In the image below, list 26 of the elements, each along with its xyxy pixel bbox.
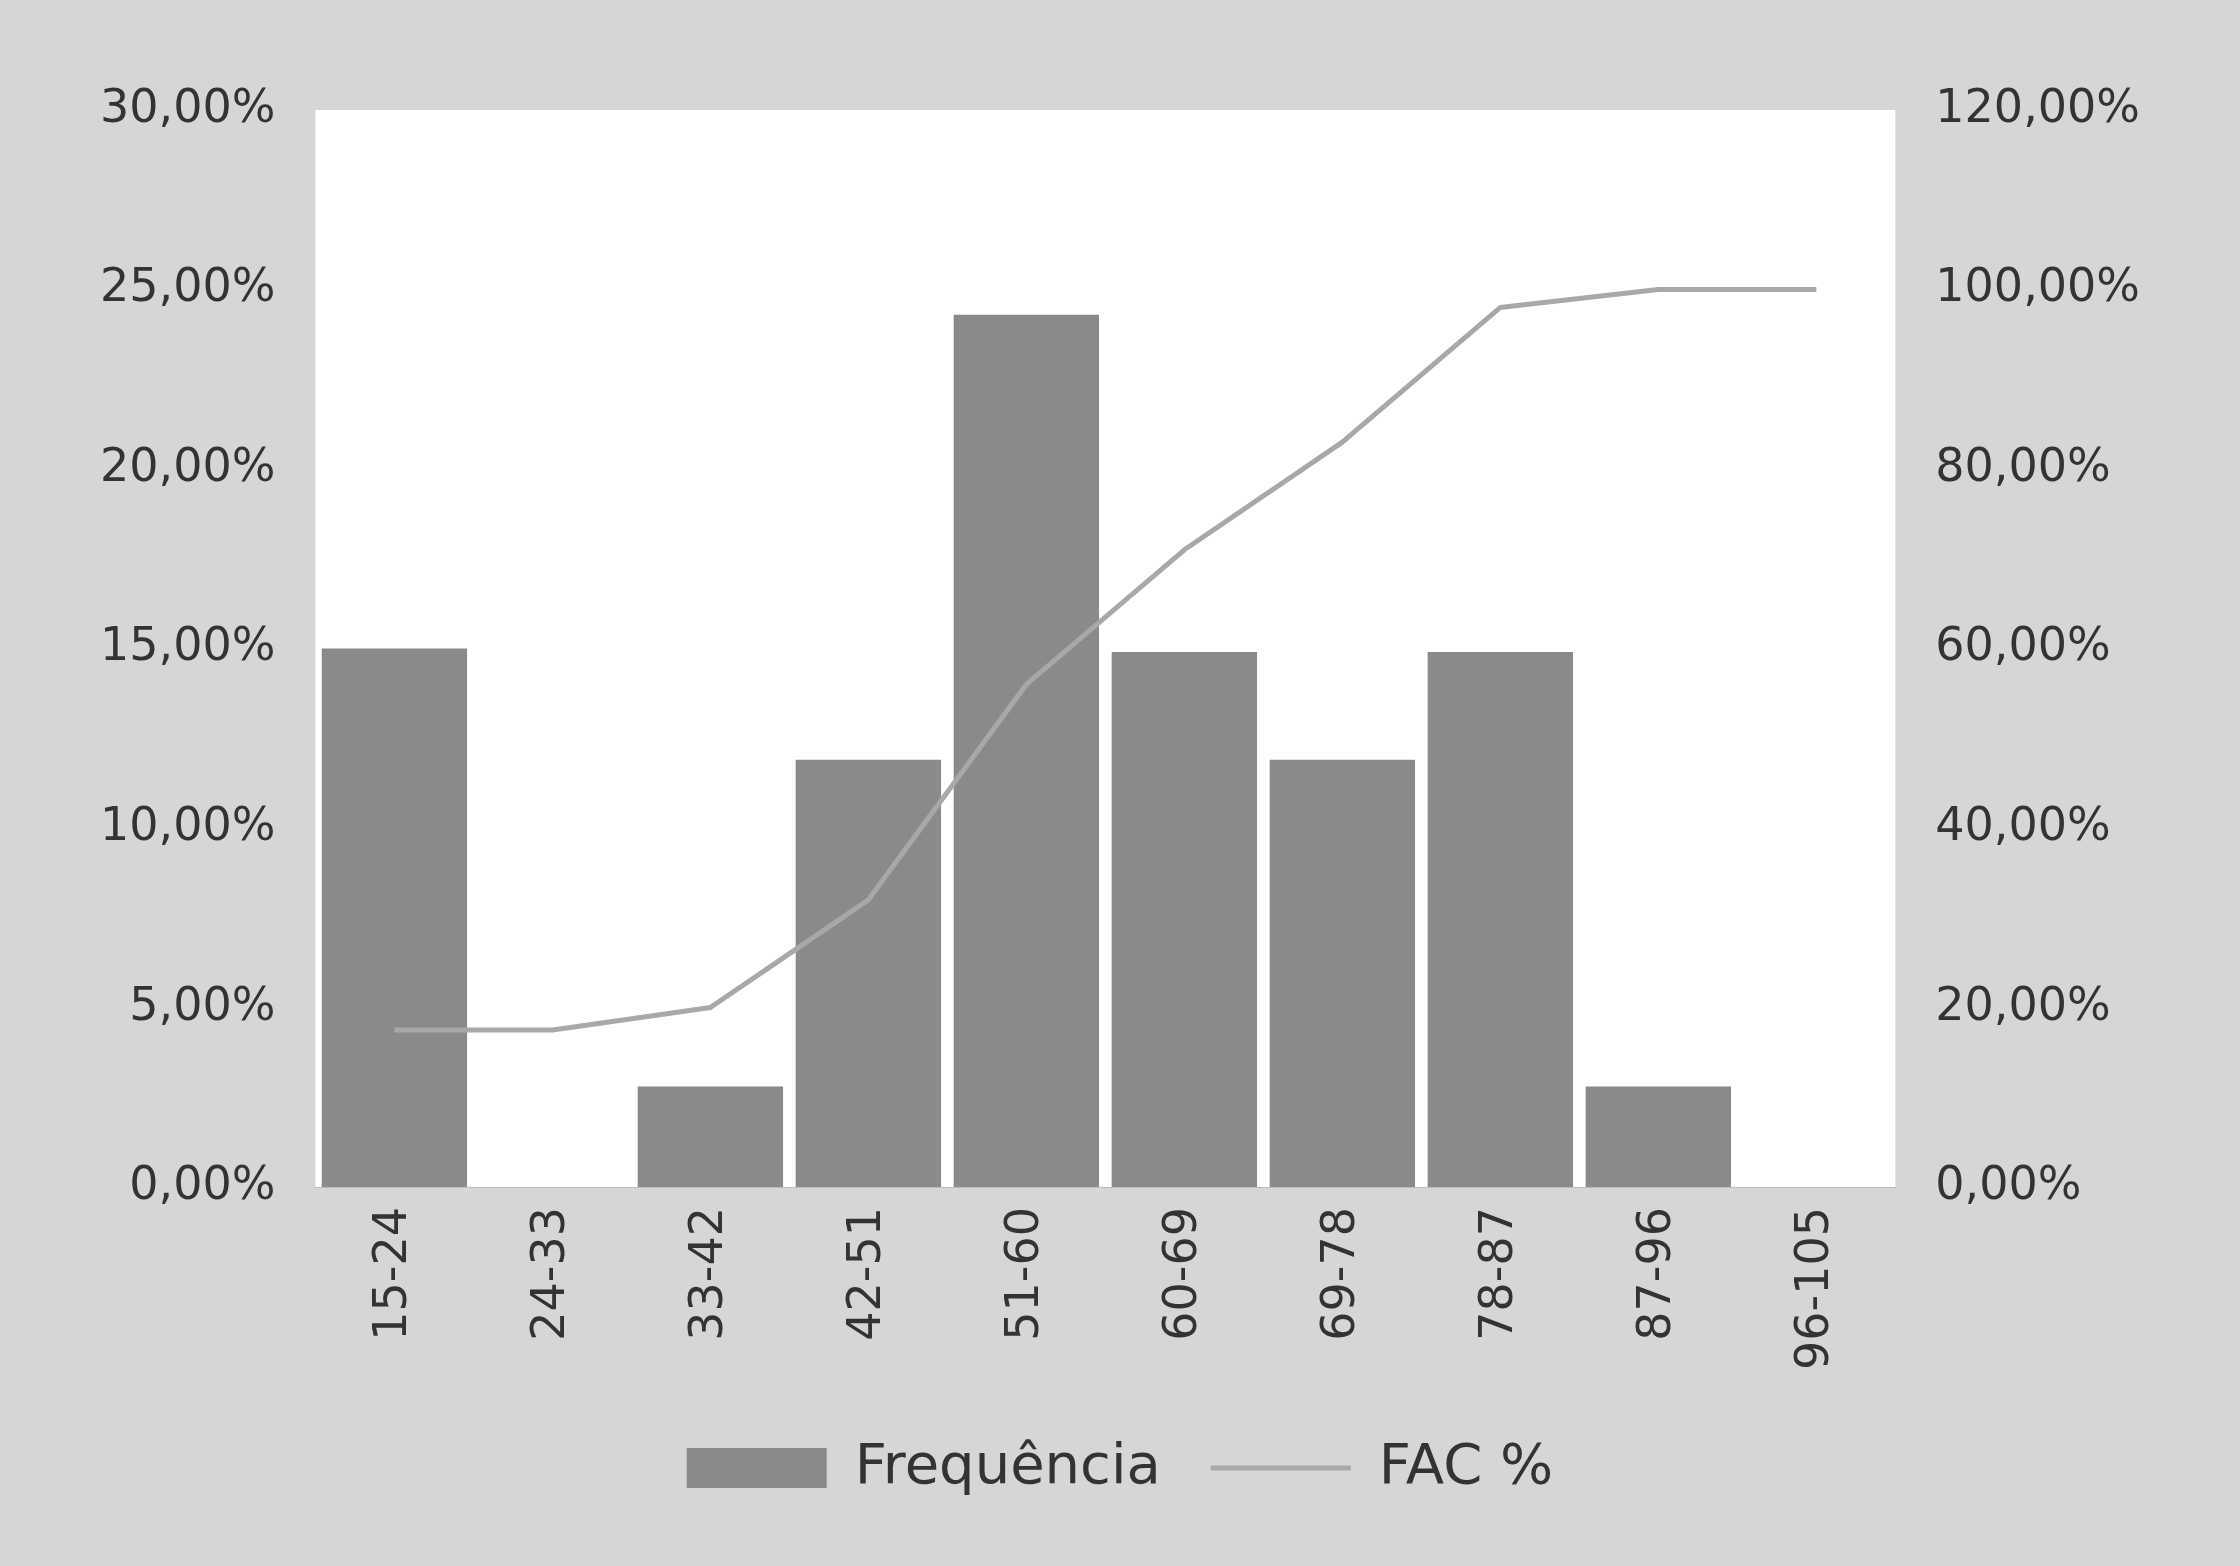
y-tick-label: 5,00%	[129, 976, 276, 1031]
y-tick-label: 20,00%	[99, 437, 276, 492]
x-tick-label: 60-69	[1153, 1207, 1208, 1341]
y2-tick-label: 120,00%	[1935, 78, 2141, 133]
x-tick-label: 24-33	[521, 1207, 576, 1341]
y-tick-label: 0,00%	[129, 1156, 276, 1211]
y2-tick-label: 100,00%	[1935, 258, 2141, 313]
y-tick-label: 15,00%	[99, 617, 276, 672]
legend-label: FAC %	[1378, 1430, 1554, 1496]
y2-tick-label: 40,00%	[1935, 797, 2111, 851]
x-tick-label: 51-60	[995, 1207, 1050, 1341]
legend-label: Frequência	[854, 1430, 1161, 1496]
x-tick-label: 78-87	[1469, 1207, 1524, 1341]
y2-tick-label: 60,00%	[1935, 617, 2111, 672]
y2-tick-label: 80,00%	[1935, 437, 2111, 492]
y-tick-label: 25,00%	[99, 258, 276, 313]
x-tick-label: 15-24	[363, 1207, 418, 1341]
x-tick-label: 33-42	[679, 1207, 734, 1341]
x-tick-label: 42-51	[837, 1207, 892, 1341]
x-tick-label: 87-96	[1627, 1207, 1682, 1341]
y-tick-label: 30,00%	[99, 78, 276, 133]
y2-tick-label: 20,00%	[1935, 976, 2111, 1031]
x-tick-label: 96-105	[1785, 1207, 1840, 1371]
x-tick-label: 69-78	[1311, 1207, 1366, 1341]
y2-tick-label: 0,00%	[1935, 1156, 2082, 1211]
y-tick-label: 10,00%	[99, 797, 276, 851]
